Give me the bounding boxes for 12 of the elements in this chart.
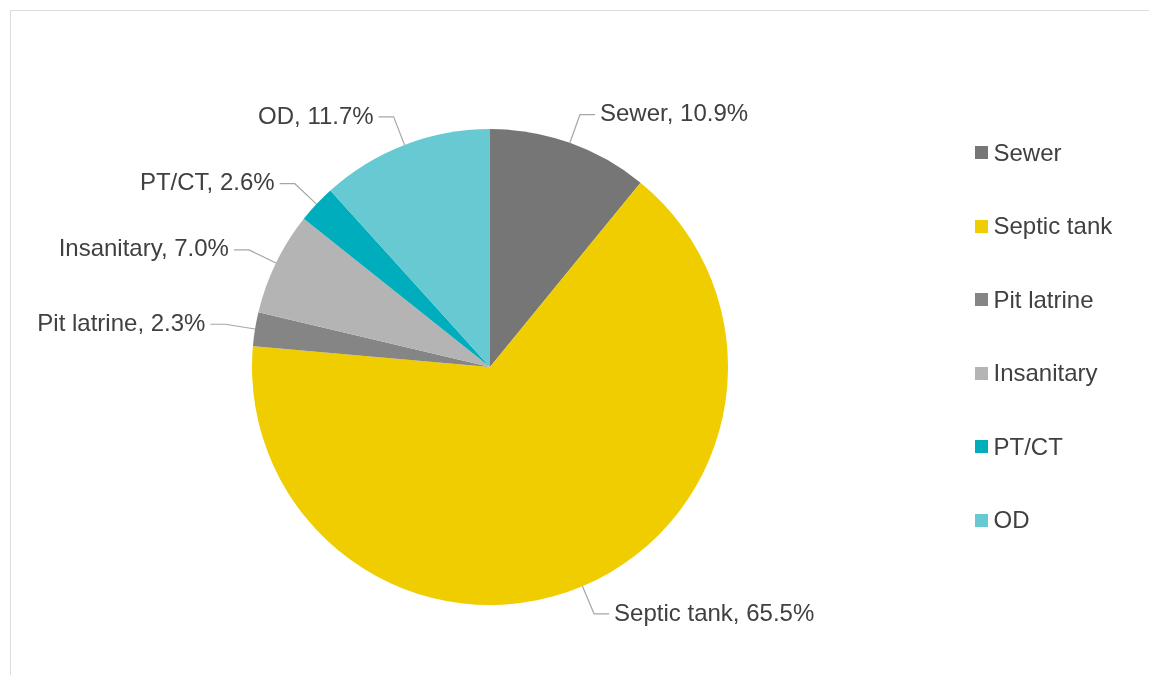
data-label: Septic tank, 65.5% (613, 598, 814, 626)
legend-label: Pit latrine (993, 285, 1094, 314)
legend-label: Septic tank (993, 212, 1113, 240)
legend-label: OD (993, 506, 1030, 534)
legend-label: Insanitary (993, 359, 1098, 387)
legend-label: PT/CT (993, 432, 1063, 461)
legend-label: Sewer (993, 138, 1062, 167)
data-label: OD, 11.7% (257, 101, 374, 129)
data-label: Sewer, 10.9% (599, 98, 748, 126)
data-label: PT/CT, 2.6% (139, 167, 275, 195)
data-label: Insanitary, 7.0% (58, 233, 229, 261)
data-label: Pit latrine, 2.3% (36, 308, 205, 336)
